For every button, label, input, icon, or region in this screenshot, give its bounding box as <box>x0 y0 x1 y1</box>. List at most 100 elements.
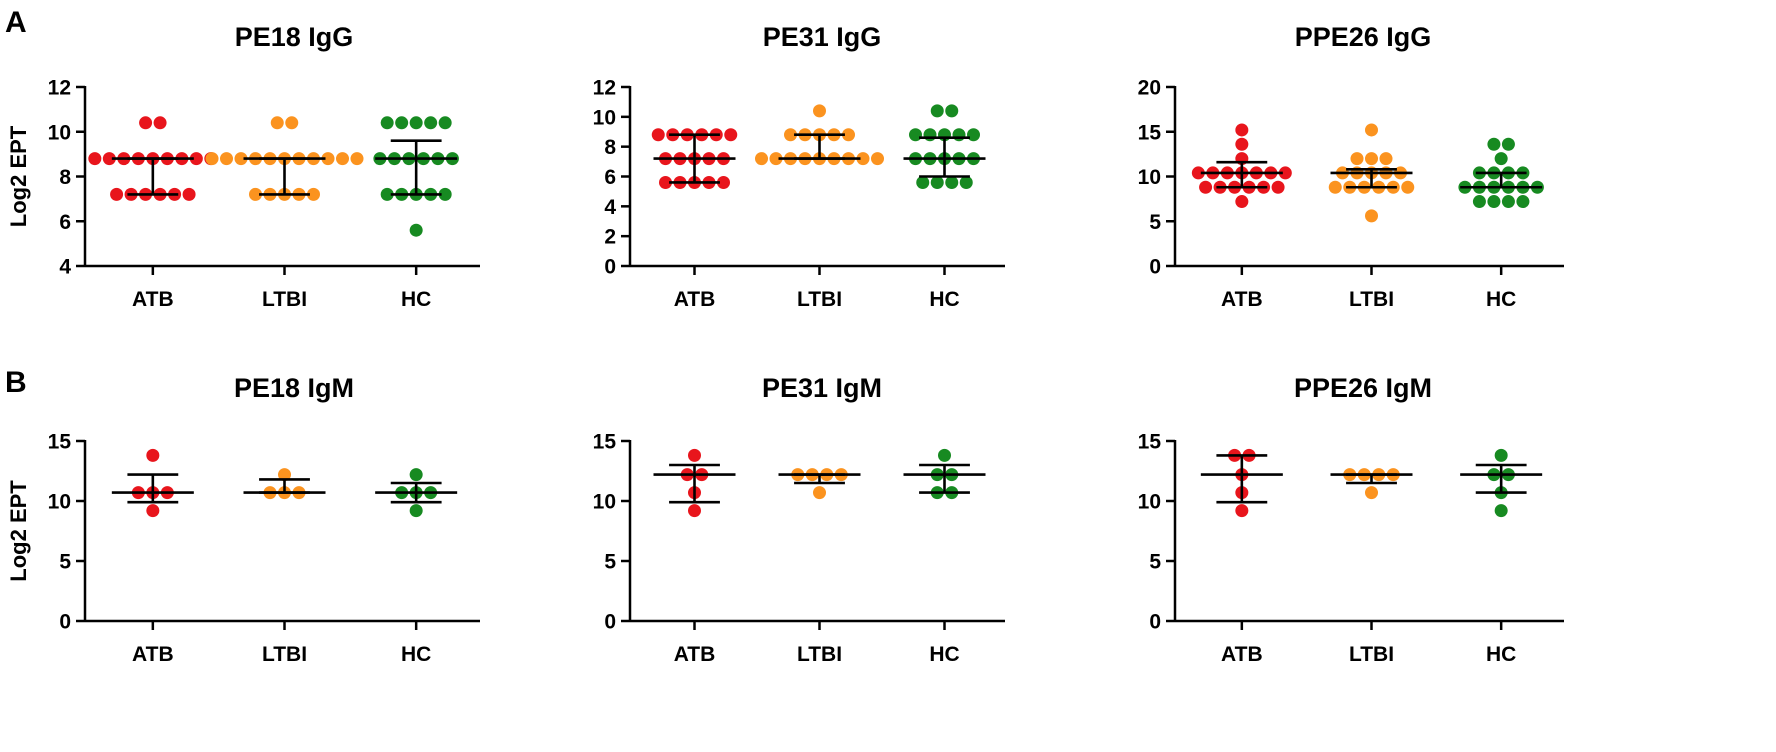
y-tick-label: 12 <box>593 77 616 100</box>
data-point-hc <box>438 116 452 130</box>
data-point-atb <box>146 448 160 462</box>
data-point-atb <box>88 152 102 166</box>
chart-4: PE18 IgM Log2 EPT 0 5 10 15 ATB LTBI HC <box>6 373 480 666</box>
x-tick-label: HC <box>929 643 959 666</box>
data-point-hc <box>1472 195 1486 209</box>
series-ltbi <box>243 468 326 500</box>
data-point-atb <box>1235 123 1249 137</box>
x-tick-label: LTBI <box>1349 288 1394 311</box>
data-point-ltbi <box>234 152 248 166</box>
data-point-hc <box>930 104 944 118</box>
series-hc <box>373 116 459 237</box>
x-tick-label: LTBI <box>262 643 307 666</box>
series-ltbi <box>1330 468 1413 500</box>
series-ltbi <box>755 104 884 166</box>
data-point-hc <box>967 128 980 142</box>
y-tick-label: 15 <box>48 431 72 454</box>
series-atb <box>1200 448 1283 518</box>
data-point-hc <box>1494 152 1508 166</box>
y-tick-label: 10 <box>593 491 616 514</box>
x-tick-label: LTBI <box>797 288 842 311</box>
x-tick-label: HC <box>401 643 431 666</box>
y-tick-label: 5 <box>59 551 71 574</box>
data-point-atb <box>1191 166 1205 180</box>
x-tick-label: ATB <box>1221 288 1263 311</box>
y-axis-label: Log2 EPT <box>6 480 31 582</box>
data-point-hc <box>380 187 394 201</box>
data-point-hc <box>909 128 922 142</box>
series-hc <box>1458 137 1544 209</box>
y-tick-label: 0 <box>1149 256 1161 279</box>
data-point-atb <box>1278 166 1292 180</box>
panel-letter-b: B <box>5 366 27 399</box>
data-point-hc <box>380 116 394 130</box>
data-point-ltbi <box>842 128 855 142</box>
y-tick-label: 12 <box>48 77 71 100</box>
data-point-ltbi <box>220 152 233 166</box>
chart-6: PPE26 IgM 0 5 10 15 ATB LTBI HC <box>1138 373 1564 666</box>
y-tick-label: 10 <box>593 106 616 129</box>
y-tick-label: 10 <box>48 121 71 144</box>
data-point-atb <box>182 187 196 201</box>
data-point-hc <box>1487 195 1501 209</box>
data-point-hc <box>438 187 452 201</box>
data-point-hc <box>424 116 438 130</box>
data-point-ltbi <box>321 152 335 166</box>
data-point-ltbi <box>1350 152 1364 166</box>
data-point-ltbi <box>205 152 219 166</box>
y-tick-label: 4 <box>59 256 71 279</box>
data-point-hc <box>1516 195 1530 209</box>
data-point-ltbi <box>755 152 768 166</box>
data-point-hc <box>409 223 423 237</box>
data-point-hc <box>938 448 951 462</box>
panel-letter-a: A <box>5 6 27 39</box>
data-point-atb <box>724 128 738 142</box>
y-tick-label: 5 <box>1149 211 1161 234</box>
y-tick-label: 0 <box>59 611 71 634</box>
x-tick-label: LTBI <box>797 643 842 666</box>
chart-title: PPE26 IgM <box>1294 373 1432 403</box>
x-tick-label: LTBI <box>262 288 307 311</box>
data-point-ltbi <box>270 116 284 130</box>
x-tick-label: HC <box>1486 288 1516 311</box>
data-point-ltbi <box>307 187 320 201</box>
series-atb <box>651 128 738 189</box>
y-tick-label: 6 <box>59 211 71 234</box>
data-point-hc <box>930 175 944 189</box>
data-point-ltbi <box>784 128 797 142</box>
series-atb <box>111 448 194 518</box>
data-point-atb <box>189 152 203 166</box>
x-tick-label: ATB <box>674 288 716 311</box>
data-point-atb <box>102 152 116 166</box>
y-tick-label: 6 <box>604 166 616 189</box>
x-tick-label: ATB <box>132 288 174 311</box>
data-point-ltbi <box>1328 180 1342 194</box>
data-point-ltbi <box>769 152 783 166</box>
data-point-atb <box>651 128 665 142</box>
data-point-ltbi <box>1365 209 1378 223</box>
chart-title: PE18 IgG <box>235 22 354 52</box>
y-tick-label: 0 <box>604 256 616 279</box>
y-tick-label: 15 <box>1138 431 1162 454</box>
x-tick-label: HC <box>929 288 959 311</box>
series-ltbi <box>1328 123 1415 223</box>
data-point-atb <box>717 175 730 189</box>
y-tick-label: 4 <box>604 196 616 219</box>
data-point-hc <box>945 175 959 189</box>
data-point-atb <box>688 448 701 462</box>
data-point-ltbi <box>856 152 870 166</box>
data-point-ltbi <box>813 486 826 500</box>
data-point-atb <box>1199 180 1213 194</box>
data-point-hc <box>1501 137 1515 151</box>
y-tick-label: 10 <box>1138 166 1161 189</box>
data-point-hc <box>409 116 423 130</box>
series-ltbi <box>778 468 861 500</box>
y-axis-label: Log2 EPT <box>6 125 31 227</box>
data-point-atb <box>688 504 701 518</box>
chart-title: PE31 IgM <box>762 373 882 403</box>
data-point-atb <box>146 504 160 518</box>
series-atb <box>653 448 736 518</box>
x-tick-label: ATB <box>1221 643 1263 666</box>
data-point-atb <box>110 187 124 201</box>
